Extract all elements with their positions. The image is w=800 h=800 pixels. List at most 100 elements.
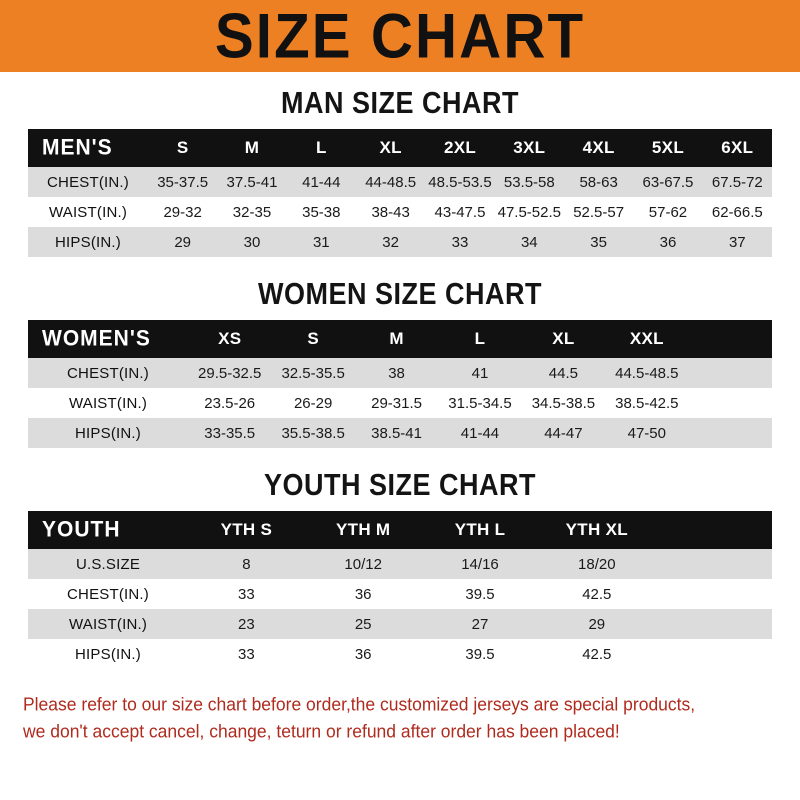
table-cell: 18/20 (578, 555, 616, 573)
table-cell: 48.5-53.5 (428, 173, 492, 191)
table-cell: 33 (451, 233, 469, 251)
disclaimer-line-1: Please refer to our size chart before or… (23, 693, 696, 715)
men-row-label-header: MEN'S (42, 135, 113, 160)
table-cell: 36 (659, 233, 677, 251)
table-cell: 43-47.5 (434, 203, 486, 221)
table-cell (655, 639, 772, 669)
table-cell: 38 (388, 364, 405, 382)
men-column-header: 3XL (513, 138, 546, 157)
women-column-header: S (307, 329, 319, 348)
table-cell: 8 (242, 555, 251, 573)
table-cell: 41 (471, 364, 489, 382)
women-header-row: WOMEN'S XS S M L XL XXL (28, 320, 772, 358)
youth-column-header: YTH L (454, 520, 506, 539)
table-row: CHEST(IN.) 29.5-32.5 32.5-35.5 38 41 44.5 44.5… (28, 358, 772, 388)
table-cell: 29 (174, 233, 191, 251)
disclaimer-note: Please refer to our size chart before or… (23, 691, 777, 745)
row-label: HIPS(IN.) (75, 424, 141, 442)
table-cell: 44-48.5 (365, 173, 417, 191)
table-cell (689, 418, 772, 448)
table-cell: 47-50 (627, 424, 666, 442)
row-label: HIPS(IN.) (75, 645, 141, 663)
row-label: CHEST(IN.) (47, 173, 129, 191)
youth-size-table: YOUTH YTH S YTH M YTH L YTH XL U.S.SIZE 8 10/12… (28, 511, 772, 669)
table-cell: 36 (354, 585, 372, 603)
table-cell: 35-38 (302, 203, 341, 221)
table-cell (655, 609, 772, 639)
women-column-header: L (474, 329, 486, 348)
men-column-header: 6XL (721, 138, 754, 157)
table-cell: 41-44 (460, 424, 500, 442)
table-cell (655, 549, 772, 579)
men-column-header: L (315, 138, 327, 157)
table-cell: 57-62 (648, 203, 688, 221)
table-cell: 33-35.5 (204, 424, 256, 442)
table-cell: 39.5 (465, 585, 495, 603)
row-label: WAIST(IN.) (68, 394, 148, 412)
table-cell: 58-63 (579, 173, 618, 191)
men-column-header: 2XL (443, 138, 477, 157)
table-cell: 38.5-42.5 (615, 394, 679, 412)
table-cell: 62-66.5 (711, 203, 763, 221)
table-cell: 35 (590, 233, 607, 251)
row-label: WAIST(IN.) (48, 203, 128, 221)
women-column-header (689, 320, 772, 358)
men-column-header: 4XL (582, 138, 615, 157)
women-column-header: XXL (629, 329, 664, 348)
men-column-header: M (244, 138, 260, 157)
table-row: WAIST(IN.) 29-32 32-35 35-38 38-43 43-47.5 47.… (28, 197, 772, 227)
table-cell: 42.5 (582, 645, 612, 663)
youth-header-row: YOUTH YTH S YTH M YTH L YTH XL (28, 511, 772, 549)
table-cell: 26-29 (293, 394, 333, 412)
women-size-table-wrapper: WOMEN'S XS S M L XL XXL CHEST(IN.) 29.5-32.5 32.5… (28, 320, 772, 448)
youth-size-table-wrapper: YOUTH YTH S YTH M YTH L YTH XL U.S.SIZE 8 10/12… (28, 511, 772, 669)
men-column-header: 5XL (651, 138, 684, 157)
table-cell: 10/12 (344, 555, 382, 573)
table-cell: 42.5 (582, 585, 612, 603)
table-cell (689, 358, 772, 388)
youth-column-header: YTH XL (565, 520, 628, 539)
table-cell: 52.5-57 (573, 203, 625, 221)
youth-column-header: YTH S (220, 520, 273, 539)
youth-section-title: YOUTH SIZE CHART (263, 468, 536, 502)
men-section-title: MAN SIZE CHART (281, 86, 519, 120)
women-section-title: WOMEN SIZE CHART (258, 277, 542, 311)
table-cell: 41-44 (302, 173, 341, 191)
table-cell: 31.5-34.5 (448, 394, 512, 412)
table-row: HIPS(IN.) 33-35.5 35.5-38.5 38.5-41 41-44 44-… (28, 418, 772, 448)
youth-column-header: YTH M (336, 520, 391, 539)
table-cell: 29.5-32.5 (198, 364, 262, 382)
row-label: WAIST(IN.) (68, 615, 148, 633)
table-row: CHEST(IN.) 35-37.5 37.5-41 41-44 44-48.5 48.5… (28, 167, 772, 197)
women-column-header: XS (218, 329, 242, 348)
men-size-table-wrapper: MEN'S S M L XL 2XL 3XL 4XL 5XL 6XL CHEST(IN.) 35-37… (28, 129, 772, 257)
table-cell (655, 579, 772, 609)
table-cell: 30 (243, 233, 261, 251)
table-row: CHEST(IN.) 33 36 39.5 42.5 (28, 579, 772, 609)
row-label: U.S.SIZE (75, 555, 141, 573)
youth-column-header (655, 511, 772, 549)
table-cell: 53.5-58 (503, 173, 555, 191)
table-row: U.S.SIZE 8 10/12 14/16 18/20 (28, 549, 772, 579)
women-size-table: WOMEN'S XS S M L XL XXL CHEST(IN.) 29.5-32.5 32.5… (28, 320, 772, 448)
disclaimer-line-2: we don't accept cancel, change, teturn o… (23, 719, 620, 742)
table-cell: 32 (382, 233, 399, 251)
table-cell: 38.5-41 (371, 424, 422, 442)
page-title: SIZE CHART (214, 0, 586, 71)
men-column-header: XL (379, 138, 402, 157)
table-cell: 34 (520, 233, 538, 251)
table-cell: 39.5 (465, 645, 495, 663)
table-cell: 32.5-35.5 (281, 364, 345, 382)
row-label: HIPS(IN.) (55, 233, 121, 251)
table-cell: 67.5-72 (711, 173, 763, 191)
table-cell: 33 (238, 645, 255, 663)
table-cell: 25 (354, 615, 372, 633)
row-label: CHEST(IN.) (67, 585, 149, 603)
youth-row-label-header: YOUTH (42, 517, 121, 542)
table-cell: 32-35 (232, 203, 272, 221)
women-column-header: XL (552, 329, 575, 348)
table-cell: 14/16 (461, 555, 499, 573)
table-cell: 34.5-38.5 (531, 394, 596, 412)
table-cell: 63-67.5 (642, 173, 694, 191)
